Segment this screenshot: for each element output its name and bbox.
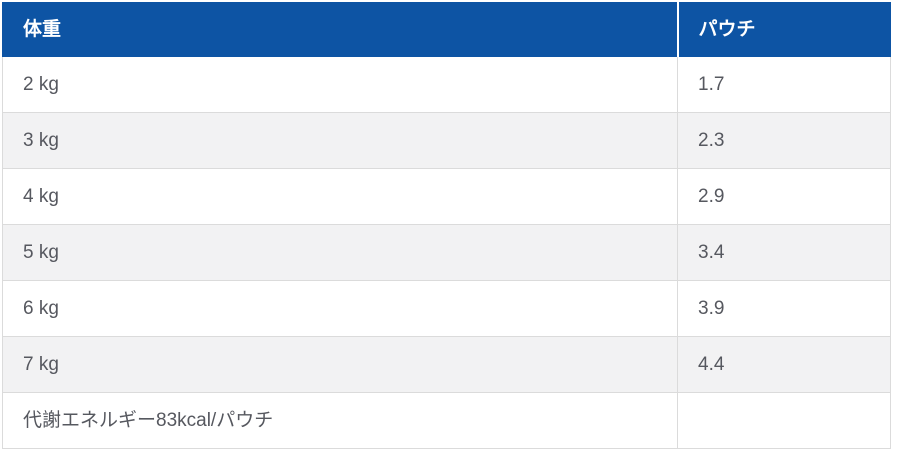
table-row: 5 kg 3.4 [2,224,891,281]
table-row: 6 kg 3.9 [2,280,891,337]
pouch-cell: 1.7 [677,56,891,113]
weight-cell: 5 kg [2,224,678,281]
pouch-cell: 2.3 [677,112,891,169]
footer-empty-cell [677,392,891,449]
weight-cell: 6 kg [2,280,678,337]
table-row: 3 kg 2.3 [2,112,891,169]
pouch-cell: 4.4 [677,336,891,393]
table-row: 7 kg 4.4 [2,336,891,393]
weight-cell: 4 kg [2,168,678,225]
header-row: 体重 パウチ [2,2,891,57]
footer-note-cell: 代謝エネルギー83kcal/パウチ [2,392,678,449]
weight-cell: 2 kg [2,56,678,113]
table-row: 4 kg 2.9 [2,168,891,225]
footer-row: 代謝エネルギー83kcal/パウチ [2,392,891,449]
weight-cell: 3 kg [2,112,678,169]
weight-cell: 7 kg [2,336,678,393]
feeding-table-container: 体重 パウチ 2 kg 1.7 3 kg 2.3 4 kg 2.9 [2,2,891,449]
pouch-cell: 3.4 [677,224,891,281]
table-header: 体重 パウチ [2,2,891,57]
weight-column-header: 体重 [2,2,679,57]
table-row: 2 kg 1.7 [2,56,891,113]
table-body: 2 kg 1.7 3 kg 2.3 4 kg 2.9 5 kg 3.4 6 kg [2,56,891,449]
feeding-table: 体重 パウチ 2 kg 1.7 3 kg 2.3 4 kg 2.9 [2,2,891,449]
pouch-cell: 3.9 [677,280,891,337]
pouch-column-header: パウチ [677,2,891,57]
pouch-cell: 2.9 [677,168,891,225]
